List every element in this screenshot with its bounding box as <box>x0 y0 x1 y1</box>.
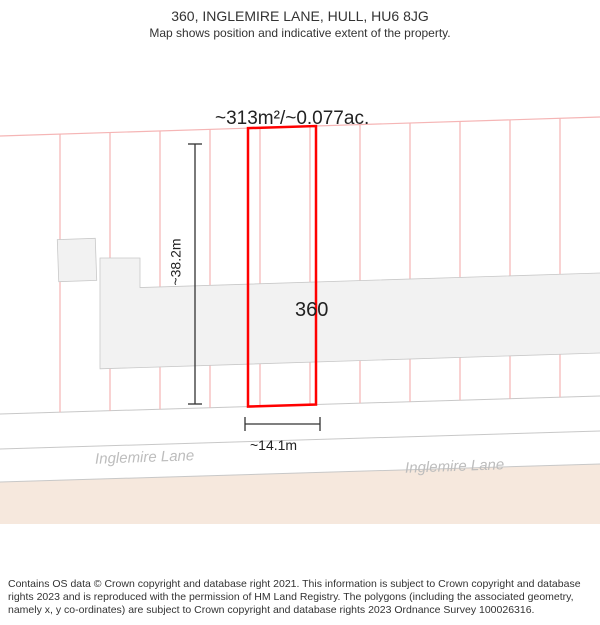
header: 360, INGLEMIRE LANE, HULL, HU6 8JG Map s… <box>0 0 600 44</box>
road-name-right: Inglemire Lane <box>405 456 505 476</box>
map-area: ~313m²/~0.077ac. ~38.2m ~14.1m 360 Ingle… <box>0 44 600 524</box>
plot-number-label: 360 <box>295 299 328 322</box>
footer-copyright: Contains OS data © Crown copyright and d… <box>0 572 600 625</box>
area-label: ~313m²/~0.077ac. <box>215 108 369 130</box>
page-subtitle: Map shows position and indicative extent… <box>10 26 590 40</box>
height-dimension-label: ~38.2m <box>168 238 184 285</box>
road-name-left: Inglemire Lane <box>95 447 195 467</box>
page-title: 360, INGLEMIRE LANE, HULL, HU6 8JG <box>10 8 590 24</box>
width-dimension-label: ~14.1m <box>250 437 297 453</box>
